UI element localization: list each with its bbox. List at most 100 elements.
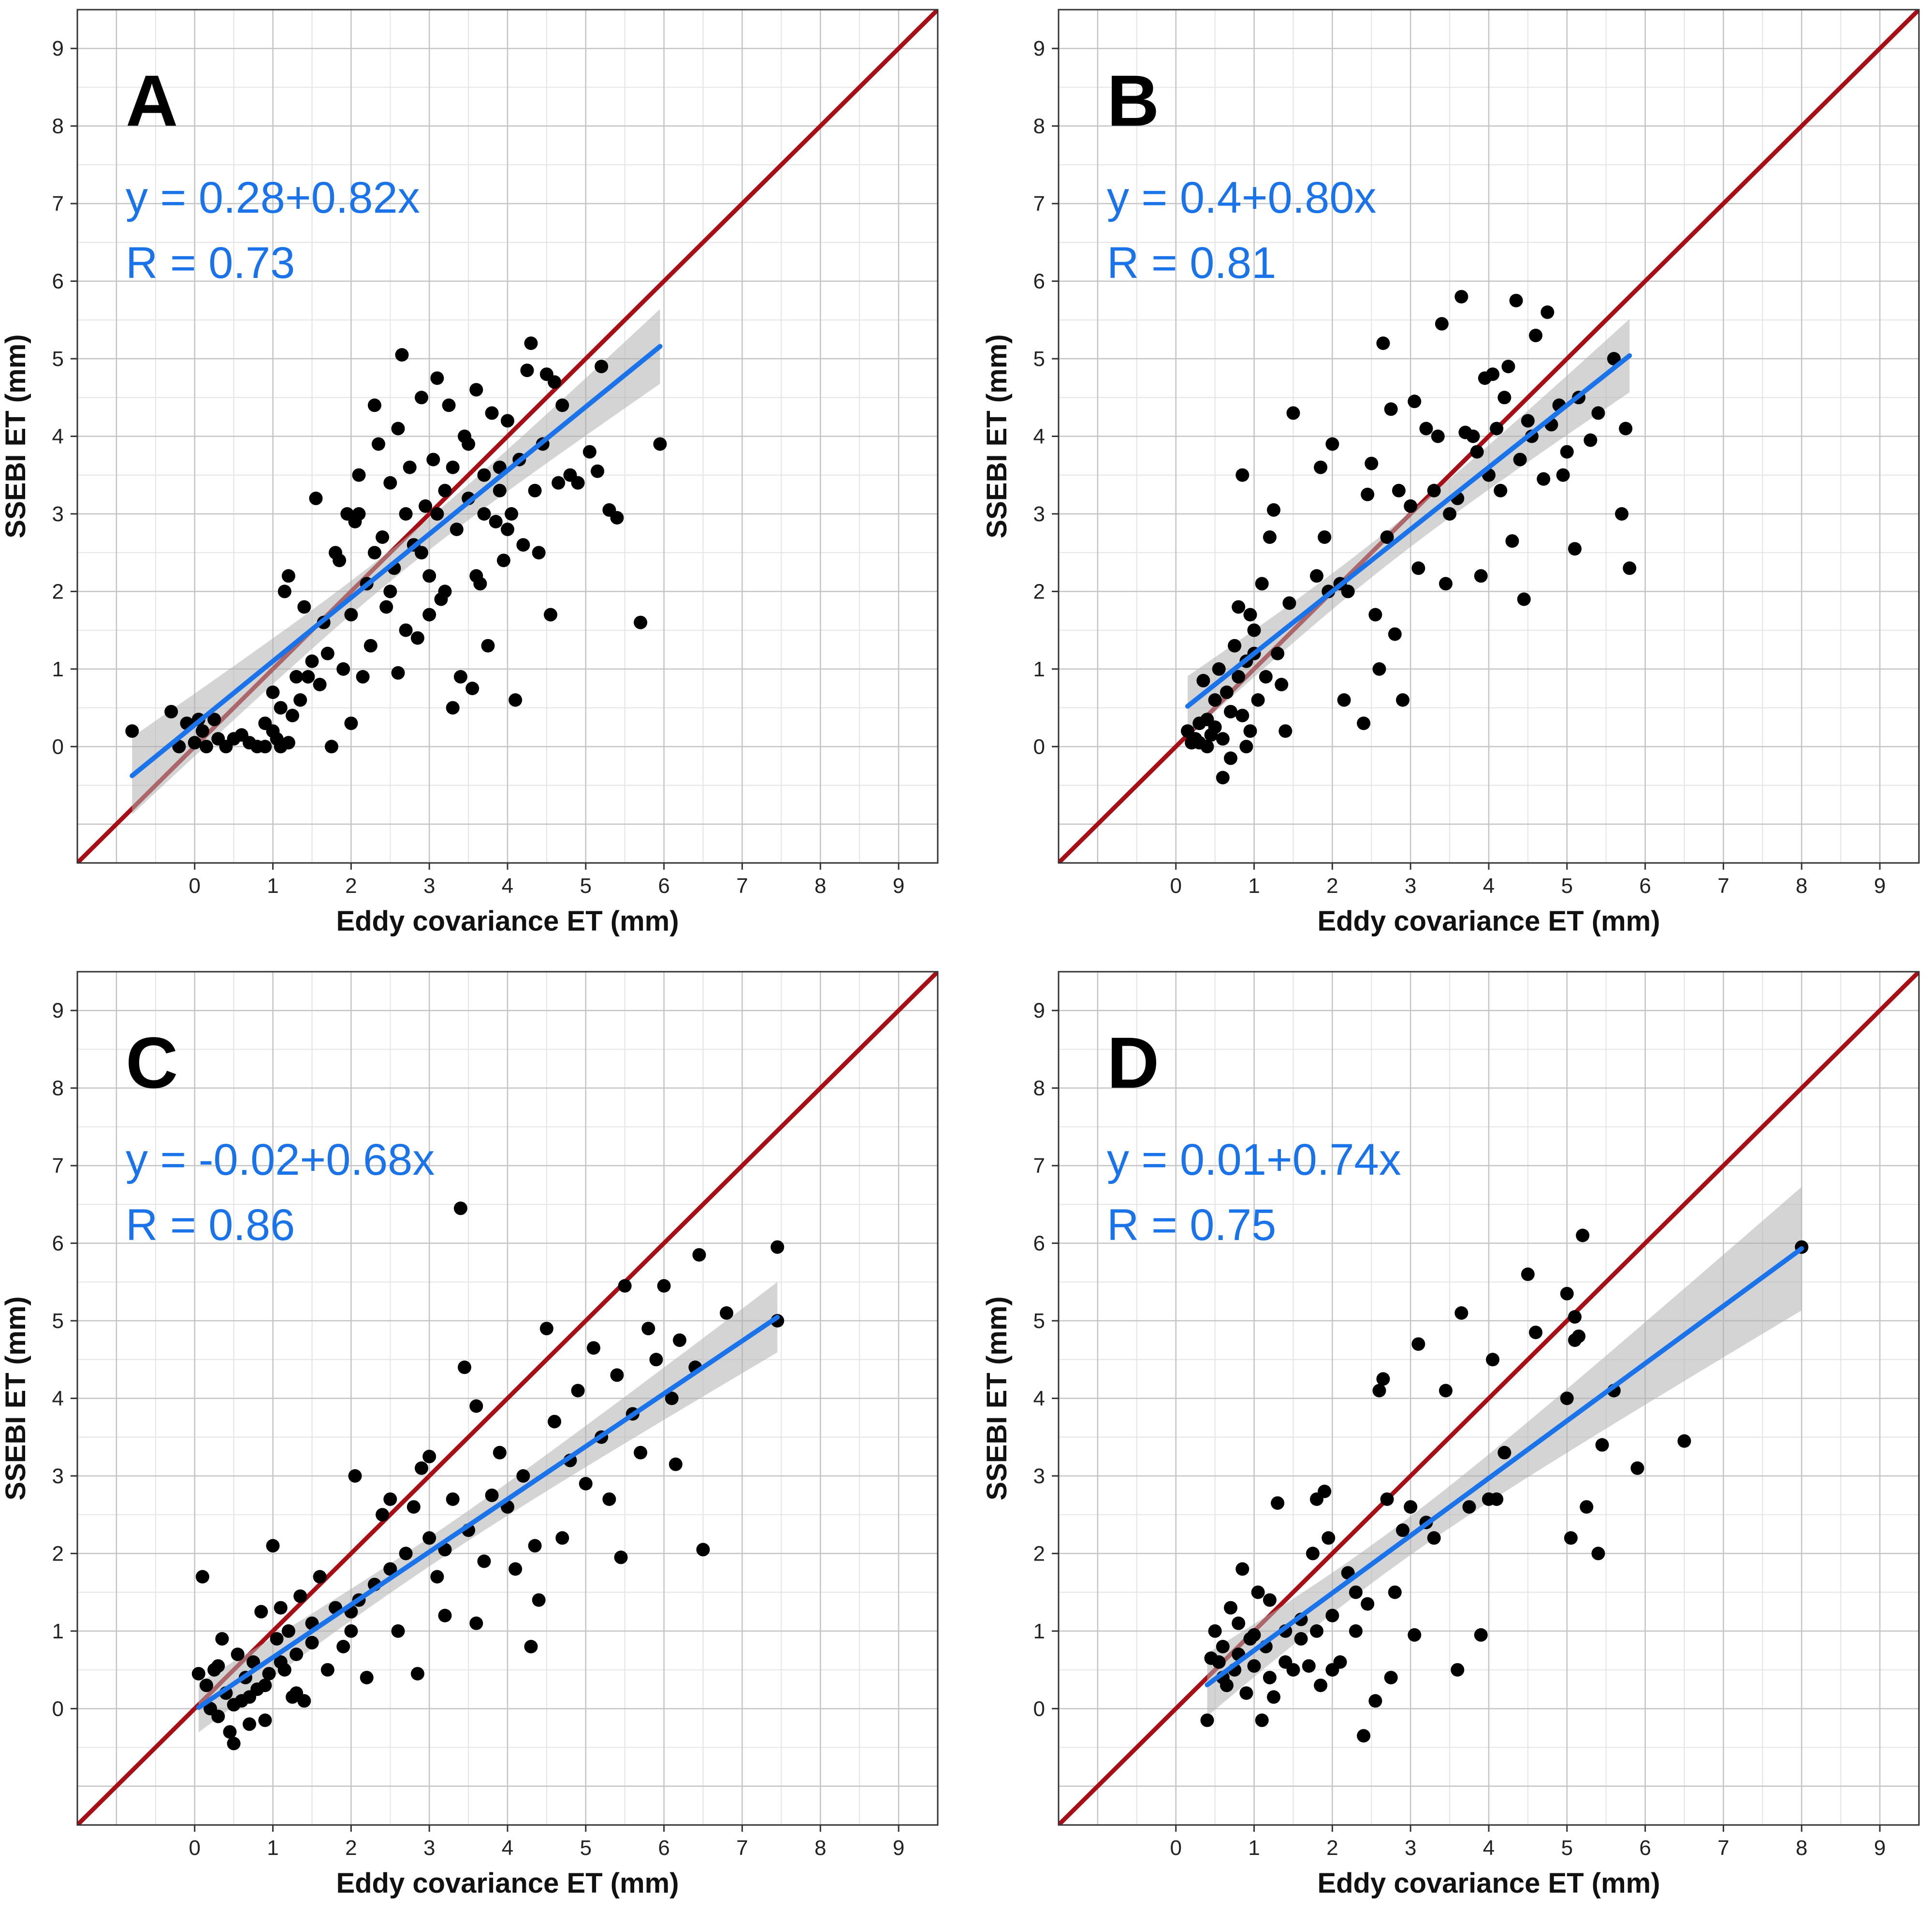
confidence-band [198,1282,778,1733]
y-tick-label: 0 [1033,735,1045,759]
data-point [227,1737,241,1751]
data-point [665,1391,679,1405]
data-point [458,1360,471,1374]
data-point [1243,724,1257,738]
data-point [1509,293,1523,307]
data-point [258,1713,272,1727]
data-point [516,1469,530,1483]
data-point [1380,530,1394,544]
data-point [524,1640,538,1653]
data-point [395,348,409,362]
data-point [469,1399,483,1413]
data-point [1361,487,1375,501]
data-point [320,646,334,660]
data-point [1232,1616,1246,1630]
data-point [266,686,280,699]
data-point [1200,713,1214,727]
data-point [1388,627,1402,641]
data-point [419,499,433,513]
data-point [1454,1306,1468,1320]
y-tick-label: 5 [52,1309,64,1333]
data-point [1419,422,1433,436]
data-point [1208,693,1222,707]
y-tick-label: 7 [1033,1154,1045,1178]
data-point [1564,1531,1578,1545]
data-point [297,600,311,614]
x-tick-label: 4 [502,1836,513,1860]
panel-a: 0 1 2 3 4 5 6 7 8 9 0 1 2 3 4 5 6 7 8 9 Eddy covariance ET (… [0,9,939,937]
x-tick-label: 1 [1248,874,1260,898]
x-tick-label: 7 [1717,1836,1729,1860]
data-point [1529,1326,1543,1340]
data-point [211,1709,225,1723]
correlation-label: R = 0.73 [126,238,295,288]
x-tick-label: 5 [580,874,592,898]
data-point [274,1601,288,1615]
x-tick-label: 8 [1796,1836,1807,1860]
x-tick-label: 1 [267,874,278,898]
data-point [1239,740,1253,754]
panel-c: 0 1 2 3 4 5 6 7 8 9 0 1 2 3 4 5 6 7 8 9 Eddy covariance ET (… [0,971,939,1899]
data-point [528,1539,542,1553]
data-point [1568,1310,1582,1324]
data-point [274,701,288,715]
data-point [1404,499,1418,513]
data-point [1501,360,1515,374]
x-tick-label: 4 [502,874,513,898]
data-point [508,1562,523,1576]
data-point [211,1659,225,1673]
data-point [1267,503,1280,517]
data-point [1196,673,1210,687]
data-point [1322,1531,1336,1545]
data-point [231,1648,245,1661]
data-point [1427,483,1441,497]
data-point [505,507,519,521]
data-point [258,740,272,754]
data-point [1357,1729,1371,1743]
data-point [1325,437,1339,451]
data-point [1243,608,1257,622]
data-point [1630,1461,1644,1475]
data-point [336,662,350,676]
x-tick-label: 2 [1326,874,1338,898]
data-point [1439,1384,1453,1398]
data-point [1404,1500,1418,1514]
data-point [532,546,546,560]
data-point [422,569,436,583]
data-point [415,1461,428,1475]
x-tick-label: 8 [1796,874,1807,898]
data-point [496,554,510,568]
y-tick-label: 5 [1033,347,1045,371]
data-point [552,476,566,490]
plot-area [77,972,938,1825]
panel-d: 0 1 2 3 4 5 6 7 8 9 0 1 2 3 4 5 6 7 8 9 Eddy covariance ET (… [981,971,1920,1899]
data-point [383,1492,397,1506]
data-point [1439,577,1453,591]
x-tick-label: 0 [189,1836,200,1860]
data-point [1490,1492,1504,1506]
data-point [367,398,381,412]
data-point [1451,1663,1465,1677]
data-point [1235,1562,1249,1576]
y-tick-label: 8 [1033,1077,1045,1100]
data-point [1271,1496,1285,1510]
data-point [477,1554,491,1568]
data-point [281,1624,295,1638]
data-point [290,1648,304,1661]
data-point [290,670,304,684]
y-axis-title: SSEBI ET (mm) [981,1296,1013,1500]
data-point [438,584,452,598]
data-point [1368,1694,1382,1708]
data-point [1384,1671,1398,1685]
data-point [293,693,307,707]
data-point [1310,569,1323,583]
data-point [1408,1628,1422,1642]
data-point [1200,1713,1214,1727]
data-point [281,569,295,583]
data-point [1349,1624,1363,1638]
data-point [1494,483,1508,497]
data-point [582,445,596,459]
data-point [336,1640,350,1653]
data-point [614,1550,628,1564]
x-tick-label: 0 [1170,874,1181,898]
